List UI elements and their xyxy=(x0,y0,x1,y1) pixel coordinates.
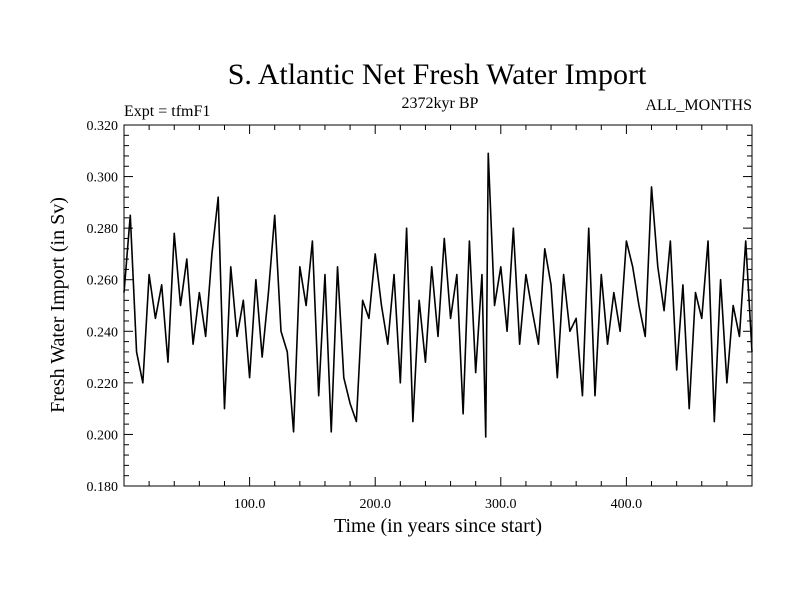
y-tick-label: 0.260 xyxy=(87,274,119,289)
x-tick-label: 400.0 xyxy=(611,497,643,512)
y-tick-label: 0.320 xyxy=(87,119,119,134)
x-tick-label: 200.0 xyxy=(359,497,391,512)
plot-frame xyxy=(123,124,753,487)
y-tick-label: 0.280 xyxy=(87,222,119,237)
y-axis-title: Fresh Water Import (in Sv) xyxy=(47,197,69,413)
time-period-label: 2372kyr BP xyxy=(402,95,479,112)
y-tick-label: 0.240 xyxy=(87,325,119,340)
months-label: ALL_MONTHS xyxy=(645,97,752,114)
chart-title: S. Atlantic Net Fresh Water Import xyxy=(228,58,647,91)
x-tick-label: 100.0 xyxy=(234,497,266,512)
y-tick-label: 0.200 xyxy=(87,428,119,443)
x-axis-title: Time (in years since start) xyxy=(334,515,542,537)
y-axis: 0.180 0.200 0.220 0.240 0.260 0.280 0.300 0.320 xyxy=(87,119,752,495)
x-tick-label: 300.0 xyxy=(485,497,517,512)
fresh-water-import-line xyxy=(123,152,753,438)
y-tick-label: 0.300 xyxy=(87,171,119,186)
y-tick-label: 0.220 xyxy=(87,377,119,392)
experiment-label: Expt = tfmF1 xyxy=(124,103,210,120)
x-axis: 100.0 200.0 300.0 400.0 xyxy=(148,125,728,512)
y-tick-label: 0.180 xyxy=(87,480,119,495)
